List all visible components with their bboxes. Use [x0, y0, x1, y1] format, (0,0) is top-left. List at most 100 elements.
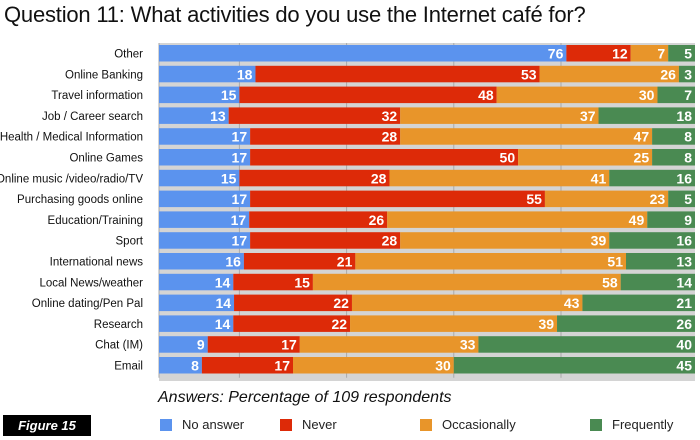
legend: No answer Never Occasionally Frequently [160, 417, 700, 435]
category-label: Online Games [69, 153, 143, 165]
value-label: 28 [382, 129, 398, 145]
value-label: 17 [232, 233, 248, 249]
bar-segment-frequently [609, 232, 695, 249]
category-label: Email [114, 361, 143, 373]
bar-segment-no-answer [159, 357, 202, 374]
value-label: 15 [221, 87, 237, 103]
bar-segment-no-answer [159, 65, 256, 83]
bar-segment-never [239, 86, 497, 104]
value-label: 25 [634, 150, 650, 166]
bar-segment-occasionally [389, 169, 610, 187]
bar-segment-frequently [668, 190, 695, 208]
bar-segment-frequently [652, 128, 695, 145]
legend-label: No answer [182, 417, 245, 432]
bar-segment-never [249, 211, 388, 228]
value-label: 33 [460, 337, 476, 353]
value-label: 13 [676, 254, 692, 270]
stacked-bar-chart: Other Online Banking Travel information Job… [0, 43, 695, 381]
bar-segment-occasionally [299, 336, 479, 353]
bar-segment-no-answer [159, 128, 251, 145]
value-label: 58 [602, 274, 618, 290]
value-label: 51 [607, 254, 623, 270]
bar-segment-never [228, 107, 401, 124]
bar-segment-never [207, 336, 300, 353]
bar-segment-occasionally [539, 65, 679, 83]
category-labels: Other Online Banking Travel information Job… [0, 49, 144, 373]
category-label: Travel information [51, 90, 143, 102]
bar-segment-never [250, 190, 545, 208]
legend-label: Never [302, 417, 337, 432]
bar-segment-frequently [647, 211, 695, 228]
bar-segment-frequently [478, 336, 695, 353]
value-label: 5 [684, 46, 692, 62]
legend-label: Frequently [612, 417, 674, 432]
value-label: 26 [660, 66, 676, 82]
value-label: 16 [676, 170, 692, 186]
value-label: 76 [548, 46, 564, 62]
bar-segment-frequently [652, 149, 695, 166]
bar-segment-never [255, 65, 540, 83]
bar-segment-no-answer [159, 315, 234, 332]
value-label: 14 [215, 316, 231, 332]
bar-segment-occasionally [544, 190, 669, 208]
bars [159, 45, 695, 374]
value-label: 8 [684, 129, 692, 145]
bar-segment-frequently [582, 294, 695, 312]
category-label: Online Banking [65, 69, 143, 81]
bar-segment-occasionally [351, 294, 583, 312]
bar-segment-no-answer [159, 107, 229, 124]
value-label: 13 [210, 108, 226, 124]
value-label: 15 [221, 170, 237, 186]
bar-segment-occasionally [630, 45, 669, 62]
value-label: 12 [612, 46, 628, 62]
value-label: 47 [634, 129, 650, 145]
bar-segment-occasionally [496, 86, 658, 104]
value-label: 14 [215, 274, 231, 290]
value-label: 9 [197, 337, 205, 353]
value-label: 16 [676, 233, 692, 249]
bar-segment-occasionally [293, 357, 454, 374]
value-label: 15 [294, 274, 310, 290]
bar-segment-occasionally [400, 107, 599, 124]
value-label: 7 [684, 87, 692, 103]
bar-segment-occasionally [312, 273, 621, 291]
category-label: Other [114, 49, 143, 61]
legend-item: Never [280, 417, 337, 432]
bar-segment-occasionally [400, 232, 610, 249]
category-label: Research [94, 319, 143, 331]
category-label: International news [50, 257, 144, 269]
category-label: Local News/weather [39, 277, 143, 289]
bar-segment-no-answer [159, 294, 235, 312]
legend-swatch [160, 418, 172, 431]
legend-item: No answer [160, 417, 244, 432]
bar-segment-no-answer [159, 86, 240, 104]
bar-segment-occasionally [355, 253, 627, 270]
value-label: 14 [676, 274, 692, 290]
bar-segment-no-answer [159, 232, 251, 249]
category-label: Online dating/Pen Pal [32, 298, 143, 310]
bar-segment-never [243, 253, 356, 270]
value-label: 5 [684, 191, 692, 207]
category-label: Education/Training [48, 215, 143, 227]
bar-segment-never [250, 232, 401, 249]
bar-segment-no-answer [159, 211, 250, 228]
value-label: 17 [232, 129, 248, 145]
bar-segment-never [233, 273, 313, 291]
value-label: 8 [684, 150, 692, 166]
bar-segment-never [566, 45, 631, 62]
category-label: Purchasing goods online [17, 194, 143, 206]
value-label: 3 [684, 66, 692, 82]
value-label: 26 [369, 212, 385, 228]
value-label: 21 [676, 295, 692, 311]
bar-segment-no-answer [159, 273, 234, 291]
category-label: Job / Career search [42, 111, 143, 123]
value-label: 21 [337, 254, 353, 270]
value-label: 16 [225, 254, 241, 270]
bar-segment-no-answer [159, 45, 567, 62]
category-label: Sport [116, 236, 144, 248]
bar-segment-frequently [626, 253, 695, 270]
value-label: 17 [232, 191, 248, 207]
bar-segment-occasionally [400, 128, 653, 145]
bar-segment-no-answer [159, 253, 244, 270]
